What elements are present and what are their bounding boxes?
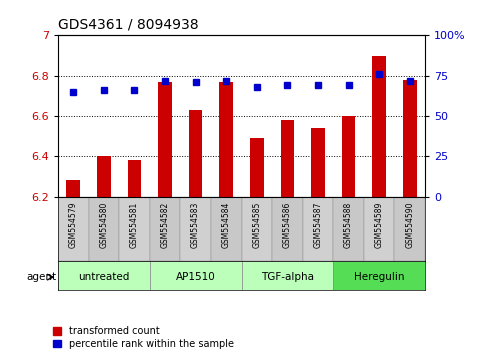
Text: GSM554587: GSM554587 — [313, 202, 323, 248]
Text: GSM554583: GSM554583 — [191, 202, 200, 248]
Bar — [364, 196, 395, 261]
Bar — [242, 261, 333, 290]
Legend: transformed count, percentile rank within the sample: transformed count, percentile rank withi… — [53, 326, 234, 349]
Bar — [395, 196, 425, 261]
Bar — [372, 56, 386, 196]
Text: GSM554586: GSM554586 — [283, 202, 292, 248]
Bar — [128, 160, 142, 196]
Bar — [158, 82, 172, 196]
Text: TGF-alpha: TGF-alpha — [261, 272, 314, 282]
Text: GSM554584: GSM554584 — [222, 202, 231, 248]
Text: AP1510: AP1510 — [176, 272, 215, 282]
Bar — [88, 196, 119, 261]
Bar — [272, 196, 303, 261]
Bar — [66, 181, 80, 196]
Bar — [219, 82, 233, 196]
Text: agent: agent — [26, 272, 57, 282]
Text: GDS4361 / 8094938: GDS4361 / 8094938 — [58, 17, 199, 32]
Bar — [333, 261, 425, 290]
Bar — [341, 116, 355, 196]
Bar — [189, 110, 202, 196]
Text: GSM554579: GSM554579 — [69, 202, 78, 248]
Text: Heregulin: Heregulin — [354, 272, 404, 282]
Text: GSM554589: GSM554589 — [375, 202, 384, 248]
Text: GSM554588: GSM554588 — [344, 202, 353, 248]
Text: untreated: untreated — [78, 272, 129, 282]
Bar — [242, 196, 272, 261]
Bar — [303, 196, 333, 261]
Text: GSM554590: GSM554590 — [405, 202, 414, 248]
Bar — [119, 196, 150, 261]
Text: GSM554582: GSM554582 — [160, 202, 170, 248]
Bar — [333, 196, 364, 261]
Bar — [97, 156, 111, 196]
Bar — [150, 196, 180, 261]
Bar — [180, 196, 211, 261]
Bar — [403, 80, 417, 196]
Text: GSM554581: GSM554581 — [130, 202, 139, 248]
Bar — [311, 128, 325, 196]
Bar — [250, 138, 264, 196]
Text: GSM554585: GSM554585 — [252, 202, 261, 248]
Bar — [281, 120, 294, 196]
Bar — [150, 261, 242, 290]
Bar — [211, 196, 242, 261]
Text: GSM554580: GSM554580 — [99, 202, 108, 248]
Bar — [58, 196, 88, 261]
Bar — [58, 261, 150, 290]
